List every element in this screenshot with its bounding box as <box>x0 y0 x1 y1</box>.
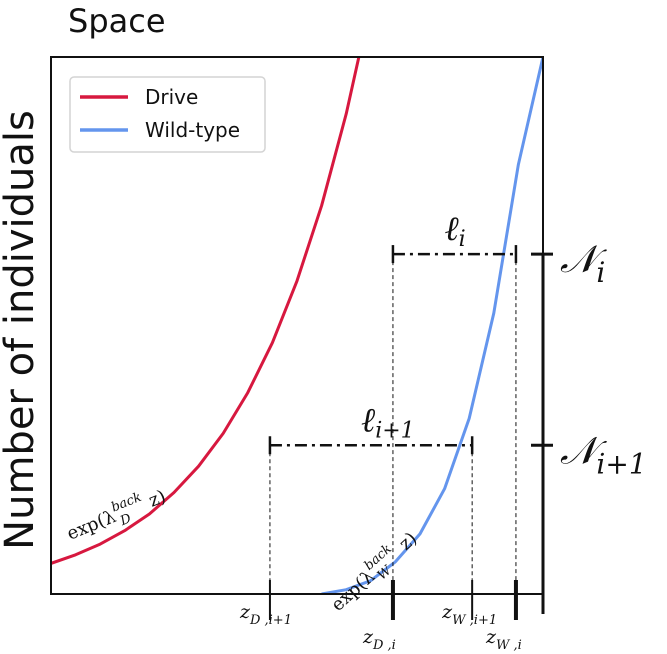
x-tick-label-zwi+1: zW ,i+1 <box>441 601 497 628</box>
level-bracket-label: ℓi <box>444 209 465 252</box>
right-level-label: 𝒩i+1 <box>560 428 647 480</box>
annotation-wildtype: exp(λbackW z) <box>324 524 425 619</box>
plot-frame <box>50 56 544 595</box>
series-line-wildtype <box>321 57 543 594</box>
y-axis-label: Number of individuals <box>0 110 43 550</box>
series-line-drive <box>51 57 361 565</box>
chart-title: Space <box>68 2 166 40</box>
legend-label: Wild-type <box>145 118 240 142</box>
annotation-drive: exp(λbackD z) <box>62 481 171 549</box>
legend-label: Drive <box>145 85 198 109</box>
right-level-label: 𝒩i <box>560 237 608 289</box>
x-tick-label-zwi: zW ,i <box>485 626 522 653</box>
level-bracket-label: ℓi+1 <box>361 400 415 443</box>
x-tick-label-zdi+1: zD ,i+1 <box>239 601 292 628</box>
x-tick-label-zdi: zD ,i <box>362 626 396 653</box>
